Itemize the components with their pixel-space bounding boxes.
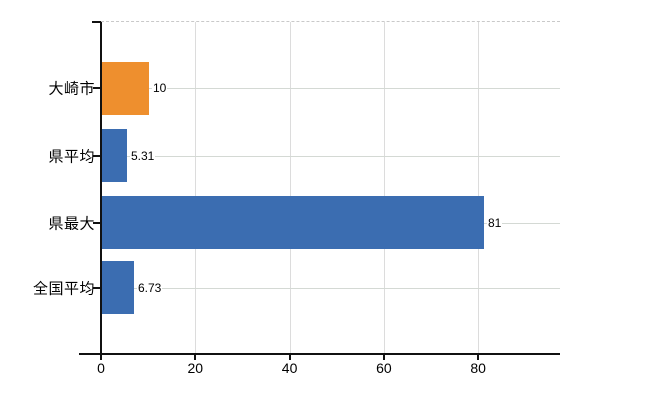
v-gridline-40 xyxy=(289,22,291,353)
x-tick-60 xyxy=(382,355,385,360)
y-axis-top-tick xyxy=(92,21,101,23)
category-tick-2 xyxy=(93,221,101,224)
h-gridline-category-3 xyxy=(102,287,560,289)
x-tick-label-0: 0 xyxy=(97,360,105,376)
category-label-3: 全国平均 xyxy=(32,280,95,297)
x-axis-line xyxy=(79,353,560,355)
bar-category-2 xyxy=(102,196,484,249)
h-gridline-category-0 xyxy=(102,88,560,89)
plot-top-border xyxy=(101,21,560,22)
category-label-0: 大崎市 xyxy=(48,80,95,98)
h-gridline-category-1 xyxy=(102,155,560,157)
value-label-category-0: 10 xyxy=(152,81,168,95)
value-label-category-3: 6.73 xyxy=(137,280,163,295)
v-gridline-60 xyxy=(383,22,385,353)
x-tick-40 xyxy=(288,355,291,360)
x-tick-80 xyxy=(477,355,480,360)
x-tick-20 xyxy=(194,355,197,360)
category-label-1: 県平均 xyxy=(48,148,95,165)
x-tick-label-20: 20 xyxy=(187,360,204,376)
x-tick-label-80: 80 xyxy=(470,360,486,376)
value-label-category-2: 81 xyxy=(487,215,503,230)
bar-category-0 xyxy=(102,61,149,115)
y-axis-line xyxy=(100,22,102,360)
category-tick-1 xyxy=(93,154,101,157)
category-label-2: 県最大 xyxy=(48,215,95,232)
category-tick-3 xyxy=(93,286,101,289)
bar-category-3 xyxy=(102,261,134,314)
x-tick-label-40: 40 xyxy=(281,360,298,376)
value-label-category-1: 5.31 xyxy=(130,148,156,163)
bar-category-1 xyxy=(102,129,127,182)
v-gridline-20 xyxy=(195,22,197,353)
v-gridline-80 xyxy=(478,22,480,353)
x-tick-label-60: 60 xyxy=(376,360,392,376)
category-tick-0 xyxy=(93,87,101,89)
